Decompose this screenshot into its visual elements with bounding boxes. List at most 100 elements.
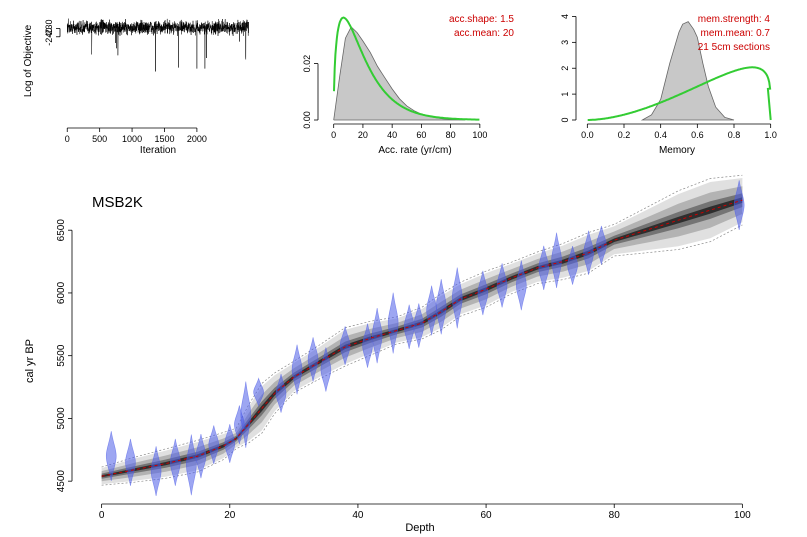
x-tick-label: 20 bbox=[358, 130, 368, 140]
age-depth-panel: 0 20 40 60 80 100 4500 5000 5500 6000 6500 MSB2K D… bbox=[24, 174, 751, 534]
x-tick-label: 40 bbox=[387, 130, 397, 140]
x-tick-label: 0.6 bbox=[691, 130, 704, 140]
date-distribution bbox=[170, 438, 181, 486]
date-distribution bbox=[208, 425, 220, 465]
date-distribution bbox=[567, 245, 578, 285]
age-model-mean bbox=[101, 199, 743, 477]
date-distribution bbox=[403, 304, 415, 349]
date-distribution bbox=[435, 279, 447, 335]
age-depth-axes: 0 20 40 60 80 100 4500 5000 5500 6000 6500 bbox=[56, 219, 751, 521]
date-distribution bbox=[339, 326, 351, 366]
x-tick-label: 100 bbox=[734, 510, 751, 521]
x-tick-label: 60 bbox=[416, 130, 426, 140]
accumulation-rate-panel: 0 20 40 60 80 100 0.00 0.02 Acc. rate (yr/cm) a… bbox=[302, 14, 514, 156]
y-tick-label: 2 bbox=[560, 66, 570, 71]
acc-rate-x-label: Acc. rate (yr/cm) bbox=[378, 145, 451, 156]
date-distribution bbox=[451, 267, 463, 329]
acc-mean-annotation: acc.mean: 20 bbox=[454, 28, 514, 39]
mem-mean-annotation: mem.mean: 0.7 bbox=[701, 28, 771, 39]
model-band-core bbox=[101, 197, 743, 478]
x-tick-label: 20 bbox=[224, 510, 236, 521]
y-tick-label: 0.00 bbox=[302, 111, 312, 129]
y-tick-label: 5000 bbox=[56, 407, 67, 430]
date-distribution bbox=[538, 245, 550, 290]
date-distribution bbox=[105, 431, 117, 481]
x-tick-label: 80 bbox=[446, 130, 456, 140]
date-distribution bbox=[477, 270, 489, 316]
x-tick-label: 1000 bbox=[122, 134, 142, 144]
date-distribution bbox=[371, 307, 383, 364]
x-tick-label: 0.2 bbox=[618, 130, 631, 140]
date-distribution bbox=[224, 424, 236, 463]
x-tick-label: 60 bbox=[481, 510, 493, 521]
date-distribution bbox=[413, 303, 425, 348]
date-distribution bbox=[253, 377, 264, 407]
x-tick-label: 0 bbox=[65, 134, 70, 144]
date-distribution bbox=[551, 232, 562, 288]
sections-annotation: 21 5cm sections bbox=[698, 42, 770, 53]
date-distribution bbox=[516, 260, 527, 311]
date-distribution bbox=[240, 381, 252, 448]
x-tick-label: 0.0 bbox=[581, 130, 594, 140]
date-distribution bbox=[150, 446, 162, 497]
memory-prior bbox=[587, 66, 772, 121]
date-distribution bbox=[596, 225, 607, 265]
x-tick-label: 80 bbox=[609, 510, 621, 521]
date-distribution bbox=[387, 292, 399, 354]
date-distribution bbox=[307, 337, 319, 382]
date-distribution bbox=[496, 263, 508, 308]
x-tick-label: 0.4 bbox=[654, 130, 667, 140]
y-tick-label: 0.02 bbox=[302, 55, 312, 73]
x-tick-label: 100 bbox=[472, 130, 487, 140]
model-mean-line bbox=[101, 199, 743, 477]
trace-x-label: Iteration bbox=[140, 145, 176, 156]
y-tick-label: 1 bbox=[560, 92, 570, 97]
date-distribution bbox=[320, 347, 332, 392]
x-tick-label: 0 bbox=[331, 130, 336, 140]
acc-rate-axes: 0 20 40 60 80 100 0.00 0.02 bbox=[302, 55, 487, 140]
memory-panel: 0.0 0.2 0.4 0.6 0.8 1.0 0 1 2 3 4 Memory mem.stren… bbox=[560, 14, 777, 156]
cal-bp-axis-label: cal yr BP bbox=[24, 339, 36, 383]
depth-axis-label: Depth bbox=[405, 522, 434, 534]
memory-x-label: Memory bbox=[659, 145, 695, 156]
memory-curves bbox=[587, 21, 772, 121]
model-hpd-line bbox=[101, 224, 743, 486]
acc-shape-annotation: acc.shape: 1.5 bbox=[449, 14, 514, 25]
y-tick-label: 0 bbox=[560, 117, 570, 122]
y-tick-label: 3 bbox=[560, 40, 570, 45]
y-tick-label: 6000 bbox=[56, 281, 67, 304]
y-tick-label: 4500 bbox=[56, 470, 67, 493]
date-distribution bbox=[275, 373, 287, 413]
memory-posterior bbox=[640, 21, 735, 121]
date-distribution bbox=[291, 344, 303, 395]
trace-y-label: Log of Objective bbox=[23, 24, 34, 97]
date-distribution bbox=[195, 433, 207, 479]
x-tick-label: 1.0 bbox=[764, 130, 777, 140]
date-distribution bbox=[733, 180, 745, 230]
x-tick-label: 0.8 bbox=[728, 130, 741, 140]
x-tick-label: 40 bbox=[352, 510, 364, 521]
y-tick-label: 5500 bbox=[56, 344, 67, 367]
x-tick-label: 0 bbox=[99, 510, 105, 521]
x-tick-label: 2000 bbox=[187, 134, 207, 144]
dated-samples bbox=[105, 180, 745, 497]
date-distribution bbox=[362, 323, 373, 368]
date-distribution bbox=[426, 285, 437, 336]
core-title: MSB2K bbox=[92, 194, 143, 211]
trace-series bbox=[66, 18, 249, 72]
y-tick-label: 6500 bbox=[56, 219, 67, 242]
iteration-trace-panel: 0 500 1000 1500 2000 -230-240 Iteration Log o… bbox=[23, 18, 249, 156]
memory-axes: 0.0 0.2 0.4 0.6 0.8 1.0 0 1 2 3 4 bbox=[560, 14, 777, 140]
y-tick-label: -240 bbox=[44, 28, 54, 46]
trace-line bbox=[66, 18, 249, 72]
x-tick-label: 1500 bbox=[154, 134, 174, 144]
date-distribution bbox=[186, 434, 197, 496]
x-tick-label: 500 bbox=[92, 134, 107, 144]
acc-rate-prior bbox=[333, 16, 480, 121]
acc-rate-curves bbox=[333, 16, 480, 121]
y-tick-label: 4 bbox=[560, 14, 570, 19]
date-distribution bbox=[125, 438, 136, 486]
y-tick-label: -230 bbox=[44, 19, 54, 37]
trace-axes: 0 500 1000 1500 2000 -230-240 bbox=[44, 19, 207, 144]
